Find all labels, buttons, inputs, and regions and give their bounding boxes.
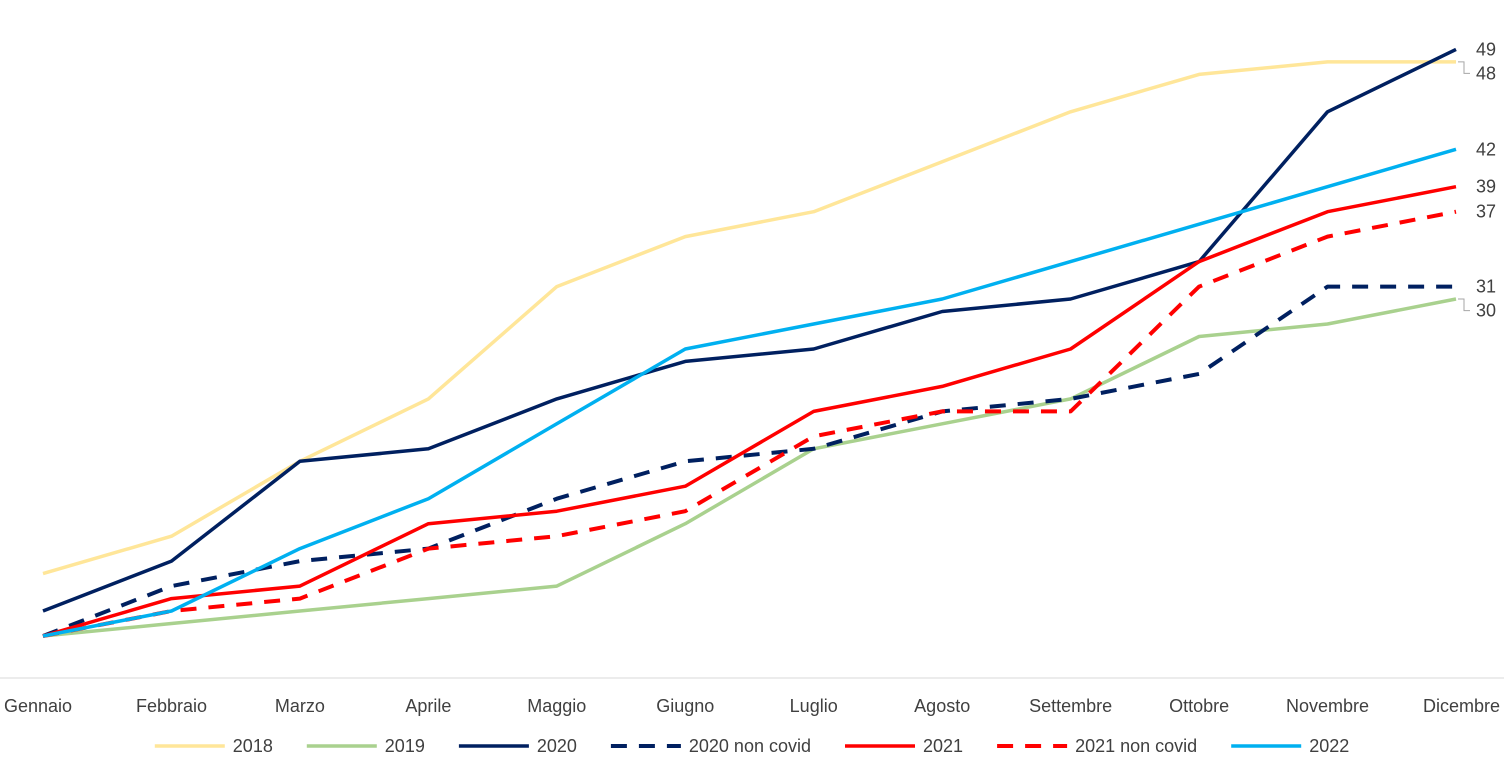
x-tick-label-novembre: Novembre (1286, 696, 1369, 716)
x-axis-tick-labels: Gennaio Febbraio Marzo Aprile Maggio Giugno Lu… (4, 696, 1500, 716)
x-tick-label-luglio: Luglio (790, 696, 838, 716)
series-2020-non-covid (42, 284, 1457, 638)
legend-label-2020-non-covid: 2020 non covid (689, 736, 811, 756)
legend-item-2020: 2020 (458, 736, 577, 756)
series-2022 (42, 147, 1457, 638)
series-line-2021 (42, 184, 1457, 638)
legend: 2018 2019 2020 2020 non covid 2021 2021 non c… (154, 736, 1349, 756)
end-value-label-2020: 49 (1476, 39, 1496, 59)
end-label-leader-2018 (1458, 61, 1470, 74)
series-line-2021-non-covid (42, 209, 1457, 638)
legend-label-2021: 2021 (923, 736, 963, 756)
series-2021-non-covid (42, 209, 1457, 638)
series-line-2020 (42, 47, 1457, 613)
series-line-2022 (42, 147, 1457, 638)
legend-item-2021: 2021 (845, 736, 963, 756)
series-2020 (42, 47, 1457, 613)
end-value-label-2018: 48 (1476, 63, 1496, 83)
end-label-leader-2019 (1458, 298, 1470, 312)
legend-label-2022: 2022 (1309, 736, 1349, 756)
series-line-2019 (42, 297, 1457, 638)
legend-item-2022: 2022 (1231, 736, 1349, 756)
x-tick-label-aprile: Aprile (405, 696, 451, 716)
legend-label-2018: 2018 (233, 736, 273, 756)
x-tick-label-agosto: Agosto (914, 696, 970, 716)
series-line-2018 (42, 60, 1456, 576)
series-2021 (42, 184, 1457, 638)
x-tick-label-settembre: Settembre (1029, 696, 1112, 716)
x-tick-label-dicembre: Dicembre (1423, 696, 1500, 716)
legend-label-2021-non-covid: 2021 non covid (1075, 736, 1197, 756)
x-tick-label-febbraio: Febbraio (136, 696, 207, 716)
series-lines (42, 47, 1457, 638)
legend-item-2019: 2019 (306, 736, 425, 756)
x-tick-label-gennaio: Gennaio (4, 696, 72, 716)
end-value-label-2021: 39 (1476, 177, 1496, 197)
end-value-labels: 49 48 42 39 37 31 30 (1458, 39, 1496, 321)
x-tick-label-marzo: Marzo (275, 696, 325, 716)
x-tick-label-ottobre: Ottobre (1169, 696, 1229, 716)
end-value-label-2019: 30 (1476, 301, 1496, 321)
legend-item-2018: 2018 (154, 736, 273, 756)
legend-label-2020: 2020 (537, 736, 577, 756)
end-value-label-2020-non-covid: 31 (1476, 277, 1496, 297)
legend-item-2021-non-covid: 2021 non covid (997, 736, 1197, 756)
end-value-label-2021-non-covid: 37 (1476, 202, 1496, 222)
legend-label-2019: 2019 (385, 736, 425, 756)
legend-item-2020-non-covid: 2020 non covid (610, 736, 811, 756)
end-value-label-2022: 42 (1476, 139, 1496, 159)
x-tick-label-maggio: Maggio (527, 696, 586, 716)
series-line-2020-non-covid (42, 284, 1456, 638)
x-tick-label-giugno: Giugno (656, 696, 714, 716)
series-2019 (42, 297, 1457, 638)
